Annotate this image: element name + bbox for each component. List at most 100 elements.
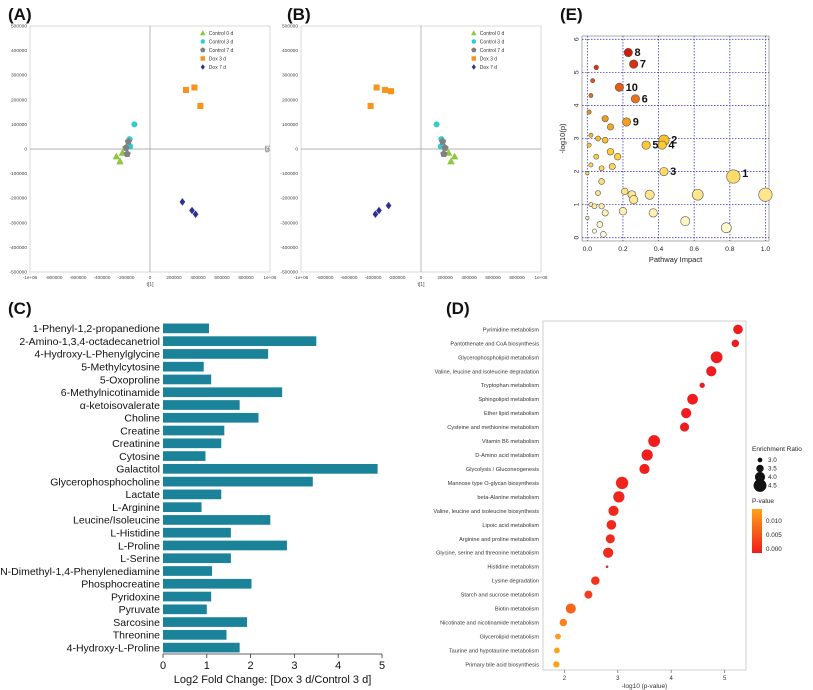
x-tick-label: 3 [616, 676, 620, 682]
data-point [189, 206, 195, 215]
pathway-bubble [588, 93, 594, 98]
pathway-label: Glycerophospholipid metabolism [458, 355, 539, 361]
category-label: 4-Hydroxy-L-Proline [67, 642, 161, 654]
data-point [381, 86, 389, 93]
data-point [373, 84, 380, 91]
pathway-bubble [606, 148, 615, 156]
pathway-label: Glycerolipid metabolism [480, 634, 540, 640]
pathway-bubble [758, 187, 773, 202]
pathway-bubble [641, 140, 651, 150]
pathway-label: Primary bile acid biosynthesis [465, 662, 539, 668]
pathway-label: Arginine and proline metabolism [459, 537, 539, 543]
bar [163, 527, 231, 538]
category-label: Threonine [113, 630, 160, 642]
pathway-bubble-label: 5 [652, 140, 658, 152]
data-point [112, 152, 121, 160]
enrichment-dot [553, 661, 560, 668]
bar [163, 400, 240, 410]
category-label: L-Proline [118, 540, 160, 552]
pathway-bubble [596, 221, 604, 228]
plot-frame [542, 320, 747, 671]
x-tick-label: 400000 [461, 275, 477, 280]
pathway-bubble [586, 142, 592, 148]
size-legend-dot [757, 457, 763, 463]
enrichment-dot [731, 339, 740, 348]
x-tick-label: -600000 [70, 275, 87, 280]
bar [163, 502, 202, 513]
legend-label: Control 3 d [480, 40, 505, 46]
data-point [441, 143, 449, 151]
bar [163, 349, 269, 359]
data-point [192, 210, 199, 218]
pathway-bubble [593, 64, 599, 71]
bar [163, 361, 204, 372]
y-tick-label: 0 [295, 147, 298, 153]
bar [163, 374, 212, 385]
x-axis-label: t[1] [418, 282, 426, 288]
pathway-label: Vitamin B6 metabolism [482, 439, 539, 445]
pathway-bubble [657, 140, 667, 150]
enrichment-dot [565, 603, 576, 614]
y-axis-label: t[2] [265, 145, 271, 153]
x-tick-label: 2 [563, 676, 567, 682]
pathway-label: Ether lipid metabolism [484, 411, 539, 417]
category-label: Choline [124, 413, 160, 425]
x-tick-label: 0.8 [725, 246, 735, 253]
pathway-bubble [630, 94, 640, 104]
legend-marker [471, 64, 476, 70]
pathway-bubble [601, 115, 609, 123]
pca-plot-a: 500000 400000 300000 200000 100000 0 -100000 -2… [9, 24, 277, 289]
category-label: Pyruvate [119, 604, 161, 616]
enrichment-dot [687, 393, 698, 405]
category-label: Leucine/Isoleucine [73, 515, 160, 527]
y-tick-label: 500000 [282, 24, 298, 30]
fold-change-bar-chart: 1-Phenyl-1,2-propanedione2-Amino-1,3,4-o… [0, 323, 385, 686]
pathway-bubble [692, 188, 704, 201]
bar [163, 438, 222, 449]
x-tick-label: 400000 [190, 275, 206, 280]
legend-label: Control 3 d [209, 40, 234, 46]
pathway-bubble [595, 135, 601, 142]
size-legend-dot [754, 471, 766, 483]
pathway-bubble [720, 222, 732, 234]
size-legend-title: Enrichment Ratio [752, 446, 802, 453]
enrichment-dot-plot: Pyrimidine metabolism Pantothenate and Co… [433, 320, 802, 690]
x-tick-label: -200000 [389, 275, 406, 280]
legend-label: Control 0 d [480, 31, 505, 37]
pathway-bubble [621, 187, 629, 196]
x-axis-label: Log2 Fold Change: [Dox 3 d/Control 3 d] [174, 674, 372, 686]
category-label: α-ketoisovalerate [80, 400, 160, 412]
x-tick-label: 0 [420, 275, 423, 280]
pathway-bubble [644, 189, 655, 200]
y-tick-label: 200000 [11, 97, 27, 103]
legend-label: Control 0 d [209, 31, 234, 37]
x-tick-label: -800000 [317, 275, 334, 280]
pathway-bubble [629, 59, 639, 69]
legend-label: Dox 7 d [480, 65, 497, 71]
x-tick-label: 0 [149, 275, 152, 280]
bar [163, 642, 240, 653]
pathway-bubble [590, 78, 596, 84]
y-tick-label: 400000 [11, 48, 27, 54]
x-tick-label: 1e+06 [535, 275, 548, 280]
y-tick-label: 400000 [282, 48, 298, 54]
color-legend-label: 0.005 [766, 532, 782, 539]
pathway-label: D-Amino acid metabolism [475, 453, 539, 459]
pathway-label: Valine, leucine and isoleucine degradati… [435, 369, 539, 375]
x-tick-label: 600000 [485, 275, 501, 280]
x-tick-label: 5 [379, 660, 385, 672]
data-point [131, 121, 138, 128]
enrichment-dot [553, 647, 560, 654]
x-tick-label: -1e+06 [294, 275, 309, 280]
pathway-label: Biotin metabolism [495, 607, 539, 613]
bar [163, 489, 222, 500]
panel-label-a: (A) [8, 5, 32, 24]
pathway-bubble [598, 203, 605, 210]
y-tick-label: -300000 [9, 220, 27, 226]
x-tick-label: 1e+06 [264, 275, 277, 280]
y-tick-label: -100000 [9, 171, 27, 177]
data-point [116, 157, 124, 165]
pathway-bubble-label: 2 [671, 135, 677, 147]
x-tick-label: -800000 [46, 275, 63, 280]
